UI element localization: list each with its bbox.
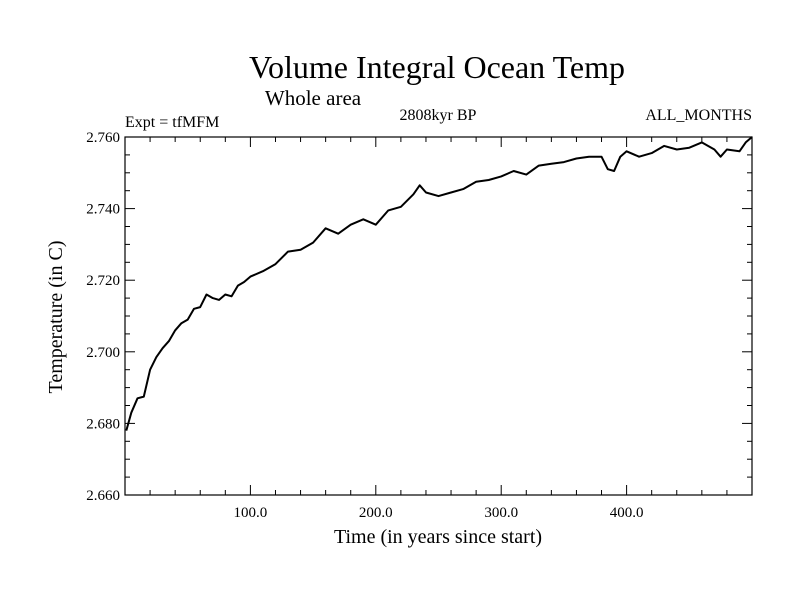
- time-period-label: 2808kyr BP: [400, 107, 477, 124]
- y-tick-label: 2.680: [86, 416, 120, 432]
- y-tick-label: 2.720: [86, 273, 120, 289]
- y-axis-label: Temperature (in C): [45, 241, 67, 394]
- y-tick-label: 2.760: [86, 130, 120, 146]
- axis-ticks: [125, 137, 752, 495]
- y-tick-label: 2.700: [86, 345, 120, 361]
- x-tick-label: 200.0: [359, 505, 393, 521]
- plot-frame: [124, 136, 753, 496]
- x-tick-label: 400.0: [610, 505, 644, 521]
- temperature-series-line: [125, 136, 753, 431]
- y-tick-label: 2.740: [86, 202, 120, 218]
- chart-subtitle: Whole area: [265, 86, 362, 110]
- months-label: ALL_MONTHS: [645, 107, 752, 124]
- y-tick-label: 2.660: [86, 488, 120, 504]
- chart-title: Volume Integral Ocean Temp: [249, 49, 625, 85]
- x-tick-label: 300.0: [484, 505, 518, 521]
- x-axis-label: Time (in years since start): [334, 526, 542, 548]
- experiment-label: Expt = tfMFM: [125, 114, 219, 131]
- x-tick-label: 100.0: [234, 505, 268, 521]
- axis-tick-labels: 100.0 200.0 300.0 400.0 2.660 2.680 2.700 2.720…: [86, 130, 643, 521]
